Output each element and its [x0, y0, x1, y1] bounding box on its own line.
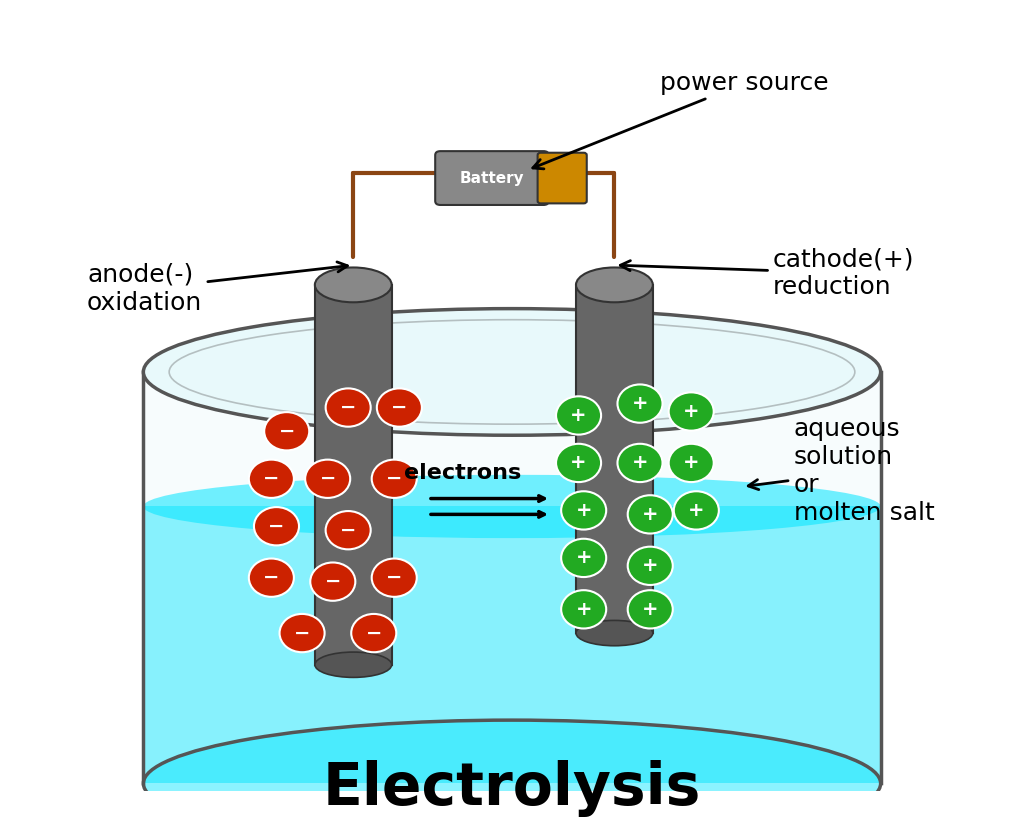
- Ellipse shape: [561, 491, 606, 529]
- Text: cathode(+)
reduction: cathode(+) reduction: [621, 247, 914, 299]
- Text: −: −: [268, 517, 285, 536]
- Ellipse shape: [305, 459, 350, 498]
- Ellipse shape: [249, 559, 294, 597]
- Text: +: +: [632, 453, 648, 472]
- Ellipse shape: [561, 590, 606, 629]
- Ellipse shape: [556, 397, 601, 435]
- FancyBboxPatch shape: [435, 151, 549, 205]
- Text: aqueous
solution
or
molten salt: aqueous solution or molten salt: [749, 417, 934, 524]
- Ellipse shape: [556, 444, 601, 482]
- Polygon shape: [143, 506, 881, 783]
- Ellipse shape: [310, 562, 355, 601]
- Ellipse shape: [628, 495, 673, 533]
- Ellipse shape: [575, 621, 653, 646]
- Text: +: +: [642, 504, 658, 524]
- Text: +: +: [642, 556, 658, 575]
- Text: +: +: [570, 453, 587, 472]
- Text: −: −: [325, 572, 341, 591]
- Polygon shape: [143, 372, 881, 783]
- Ellipse shape: [372, 459, 417, 498]
- Text: −: −: [386, 568, 402, 587]
- Text: +: +: [642, 600, 658, 619]
- Text: −: −: [279, 421, 295, 441]
- Text: electrons: electrons: [404, 463, 522, 483]
- Text: +: +: [632, 394, 648, 413]
- Ellipse shape: [628, 590, 673, 629]
- Ellipse shape: [315, 267, 391, 302]
- Ellipse shape: [669, 393, 714, 430]
- Text: +: +: [683, 402, 699, 421]
- Ellipse shape: [377, 388, 422, 426]
- Text: +: +: [575, 548, 592, 567]
- Polygon shape: [575, 285, 653, 633]
- Text: −: −: [340, 521, 356, 540]
- Text: −: −: [386, 469, 402, 488]
- Ellipse shape: [372, 559, 417, 597]
- Text: power source: power source: [532, 71, 829, 169]
- Text: −: −: [294, 624, 310, 643]
- Text: Battery: Battery: [460, 170, 524, 185]
- Ellipse shape: [575, 267, 653, 302]
- Text: −: −: [263, 469, 280, 488]
- Text: anode(-)
oxidation: anode(-) oxidation: [87, 262, 347, 314]
- Ellipse shape: [628, 546, 673, 585]
- Ellipse shape: [617, 444, 663, 482]
- Ellipse shape: [326, 511, 371, 550]
- Text: −: −: [340, 398, 356, 417]
- Text: +: +: [570, 406, 587, 425]
- Ellipse shape: [254, 507, 299, 546]
- Ellipse shape: [669, 444, 714, 482]
- Ellipse shape: [326, 388, 371, 426]
- Ellipse shape: [351, 614, 396, 653]
- Ellipse shape: [315, 652, 391, 677]
- Text: −: −: [391, 398, 408, 417]
- Text: +: +: [575, 501, 592, 520]
- Text: Electrolysis: Electrolysis: [323, 760, 701, 816]
- Ellipse shape: [143, 309, 881, 435]
- Text: +: +: [683, 453, 699, 472]
- Ellipse shape: [143, 475, 881, 538]
- Ellipse shape: [674, 491, 719, 529]
- Text: +: +: [688, 501, 705, 520]
- Text: +: +: [575, 600, 592, 619]
- Ellipse shape: [617, 384, 663, 423]
- Text: −: −: [319, 469, 336, 488]
- Ellipse shape: [280, 614, 325, 653]
- Text: −: −: [263, 568, 280, 587]
- Ellipse shape: [264, 412, 309, 450]
- FancyBboxPatch shape: [538, 153, 587, 203]
- Ellipse shape: [561, 539, 606, 577]
- Polygon shape: [315, 285, 391, 665]
- Ellipse shape: [143, 720, 881, 823]
- Text: −: −: [366, 624, 382, 643]
- Ellipse shape: [249, 459, 294, 498]
